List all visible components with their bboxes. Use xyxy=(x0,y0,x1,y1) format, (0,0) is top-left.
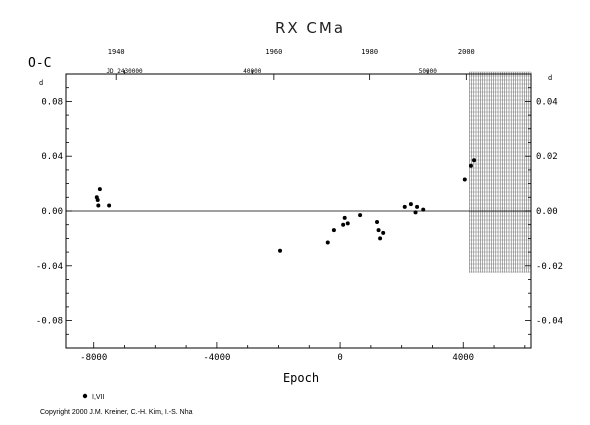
data-point xyxy=(107,203,112,208)
copyright-text: Copyright 2000 J.M. Kreiner, C.-H. Kim, … xyxy=(40,409,193,416)
data-point xyxy=(421,207,426,212)
right-tick-label: -0.02 xyxy=(536,262,563,272)
data-point xyxy=(381,230,386,235)
data-point xyxy=(472,158,477,163)
data-points xyxy=(94,158,477,253)
y-tick-label: 0.08 xyxy=(41,97,63,107)
right-tick-label: -0.04 xyxy=(536,317,563,327)
year-tick-label: 1980 xyxy=(361,48,378,56)
y-axis-label: O-C xyxy=(28,56,51,71)
x-tick-label: 0 xyxy=(337,353,342,363)
shaded-band xyxy=(469,71,532,273)
data-point xyxy=(342,215,347,220)
x-tick-label: 4000 xyxy=(452,353,474,363)
data-point xyxy=(341,222,346,227)
chart-title: RX CMa xyxy=(275,19,345,37)
data-point xyxy=(375,219,380,224)
data-point xyxy=(378,236,383,241)
tick-labels: -8000 -4000 0 4000 -0.08 -0.04 0.00 0.04 0.08 -0.… xyxy=(36,48,563,363)
data-point xyxy=(96,203,101,208)
right-tick-label: 0.04 xyxy=(536,97,558,107)
x-tick-label: -4000 xyxy=(203,353,230,363)
axis-ticks xyxy=(66,70,531,349)
right-tick-label: 0.00 xyxy=(536,207,558,217)
y-tick-label: 0.04 xyxy=(41,152,63,162)
data-point xyxy=(462,177,467,182)
data-point xyxy=(415,204,420,209)
data-point xyxy=(331,228,336,233)
data-point xyxy=(358,213,363,218)
year-tick-label: 1960 xyxy=(265,48,282,56)
jd-tick-label: 40000 xyxy=(243,68,261,75)
right-tick-label: 0.02 xyxy=(536,152,558,162)
data-point xyxy=(408,202,413,207)
year-tick-label: 2000 xyxy=(458,48,475,56)
data-point xyxy=(413,210,418,215)
data-point xyxy=(97,187,102,192)
data-point xyxy=(278,248,283,253)
data-point xyxy=(376,228,381,233)
legend-label: I,VII xyxy=(92,394,105,401)
x-tick-label: -8000 xyxy=(80,353,107,363)
jd-tick-label: JD 2430000 xyxy=(106,68,143,75)
data-point xyxy=(468,163,473,168)
data-point xyxy=(95,198,100,203)
y-tick-label: -0.08 xyxy=(36,317,63,327)
data-point xyxy=(325,240,330,245)
y-tick-label: 0.00 xyxy=(41,207,63,217)
data-point xyxy=(345,221,350,226)
x-axis-label: Epoch xyxy=(283,371,319,385)
y-axis-unit: d xyxy=(39,79,43,87)
legend-marker xyxy=(82,393,88,399)
jd-tick-label: 50000 xyxy=(419,68,437,75)
data-point xyxy=(402,204,407,209)
right-axis-unit: d xyxy=(548,74,552,82)
y-tick-label: -0.04 xyxy=(36,262,63,272)
year-tick-label: 1940 xyxy=(108,48,125,56)
